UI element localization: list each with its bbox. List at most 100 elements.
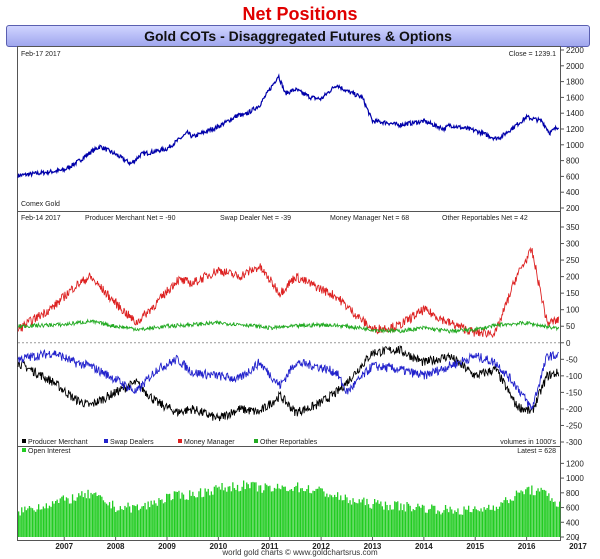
oi-bar bbox=[169, 493, 171, 537]
oi-bar bbox=[115, 512, 117, 537]
oi-bar bbox=[318, 486, 320, 537]
oi-bar bbox=[332, 497, 334, 537]
oi-bar bbox=[298, 492, 300, 537]
oi-bar bbox=[59, 498, 61, 537]
oi-bar bbox=[182, 494, 185, 537]
oi-bar bbox=[110, 508, 112, 537]
oi-bar bbox=[162, 503, 165, 537]
x-tick-label: 2009 bbox=[158, 542, 176, 551]
oi-bar bbox=[501, 502, 504, 537]
oi-bar bbox=[374, 499, 376, 537]
oi-bar bbox=[81, 491, 83, 537]
oi-bar bbox=[526, 487, 528, 537]
oi-bar bbox=[27, 508, 29, 537]
x-tick-label: 2010 bbox=[209, 542, 227, 551]
oi-bar bbox=[525, 489, 527, 537]
oi-bar bbox=[179, 498, 182, 537]
oi-bar bbox=[22, 512, 24, 537]
net-y-tick-label: 350 bbox=[566, 223, 580, 232]
oi-bar bbox=[196, 497, 199, 537]
oi-bar bbox=[119, 506, 121, 537]
oi-bar bbox=[181, 492, 183, 537]
oi-bar bbox=[454, 510, 456, 537]
oi-bar bbox=[412, 509, 414, 537]
oi-bar bbox=[304, 491, 306, 537]
oi-bar bbox=[53, 503, 55, 537]
oi-bar bbox=[289, 489, 291, 537]
oi-bar bbox=[233, 488, 236, 537]
oi-bar bbox=[90, 492, 92, 537]
oi-bar bbox=[51, 501, 54, 537]
oi-bar bbox=[215, 485, 217, 537]
oi-bar bbox=[112, 500, 114, 537]
oi-bar bbox=[229, 486, 231, 537]
net-y-tick-label: -100 bbox=[566, 372, 583, 381]
oi-bar bbox=[515, 490, 518, 537]
oi-bar bbox=[241, 486, 243, 537]
oi-bar bbox=[202, 496, 205, 537]
oi-bar bbox=[440, 514, 442, 537]
oi-bar bbox=[477, 510, 479, 537]
oi-bar bbox=[187, 499, 189, 537]
oi-bar bbox=[506, 500, 508, 537]
oi-bar bbox=[352, 498, 354, 537]
oi-bar bbox=[559, 501, 561, 537]
oi-bar bbox=[73, 500, 75, 537]
oi-bar bbox=[395, 502, 397, 537]
oi-bar bbox=[292, 490, 294, 537]
oi-bar bbox=[266, 484, 268, 537]
oi-y-tick-label: 800 bbox=[566, 489, 580, 498]
oi-bar bbox=[384, 501, 387, 537]
oi-bar bbox=[426, 512, 428, 537]
oi-bar bbox=[343, 500, 345, 537]
oi-bar bbox=[263, 490, 265, 537]
oi-bar bbox=[206, 491, 208, 537]
x-tick-label: 2008 bbox=[107, 542, 125, 551]
oi-bar bbox=[478, 511, 481, 537]
oi-bar bbox=[19, 515, 21, 537]
oi-bar bbox=[397, 501, 399, 537]
oi-bar bbox=[212, 494, 214, 537]
net-readout: Money Manager Net = 68 bbox=[330, 215, 409, 222]
oi-bar bbox=[465, 509, 467, 537]
oi-bar bbox=[407, 503, 410, 537]
open-interest-panel: 200 400 600 800 1000 1200 Open Interest Latest … bbox=[18, 448, 584, 542]
oi-bar bbox=[275, 488, 277, 537]
oi-bar bbox=[107, 505, 109, 537]
oi-bar bbox=[551, 498, 553, 537]
oi-bar bbox=[466, 509, 468, 537]
oi-bar bbox=[323, 491, 325, 537]
oi-bar bbox=[372, 504, 374, 537]
page-title: Net Positions bbox=[242, 4, 358, 24]
oi-bar bbox=[250, 482, 252, 537]
oi-bar bbox=[543, 489, 545, 537]
legend-label: Producer Merchant bbox=[28, 439, 88, 446]
oi-bar bbox=[145, 509, 148, 537]
oi-bar bbox=[243, 480, 245, 537]
oi-bar bbox=[129, 506, 131, 537]
oi-bar bbox=[68, 503, 71, 537]
oi-bar bbox=[431, 504, 433, 537]
price-y-tick-label: 400 bbox=[566, 188, 580, 197]
oi-bar bbox=[400, 503, 402, 537]
oi-bar bbox=[39, 509, 41, 537]
price-close-readout: Close = 1239.1 bbox=[509, 51, 556, 58]
price-y-tick-label: 600 bbox=[566, 172, 580, 181]
oi-bar bbox=[557, 506, 559, 537]
oi-bar bbox=[475, 509, 477, 537]
oi-bar bbox=[269, 485, 271, 537]
oi-bar bbox=[483, 507, 485, 537]
net-series-line bbox=[17, 318, 560, 334]
oi-bar bbox=[542, 489, 544, 537]
net-y-tick-label: -250 bbox=[566, 421, 583, 430]
oi-bar bbox=[555, 506, 558, 537]
oi-bar bbox=[150, 500, 152, 537]
oi-bar bbox=[144, 502, 146, 537]
oi-bar bbox=[494, 510, 496, 537]
oi-bar bbox=[321, 488, 323, 537]
oi-bar bbox=[404, 511, 407, 537]
oi-bar bbox=[529, 494, 531, 537]
oi-latest-readout: Latest = 628 bbox=[517, 448, 556, 455]
oi-bar bbox=[514, 496, 516, 537]
oi-bar bbox=[47, 508, 49, 537]
